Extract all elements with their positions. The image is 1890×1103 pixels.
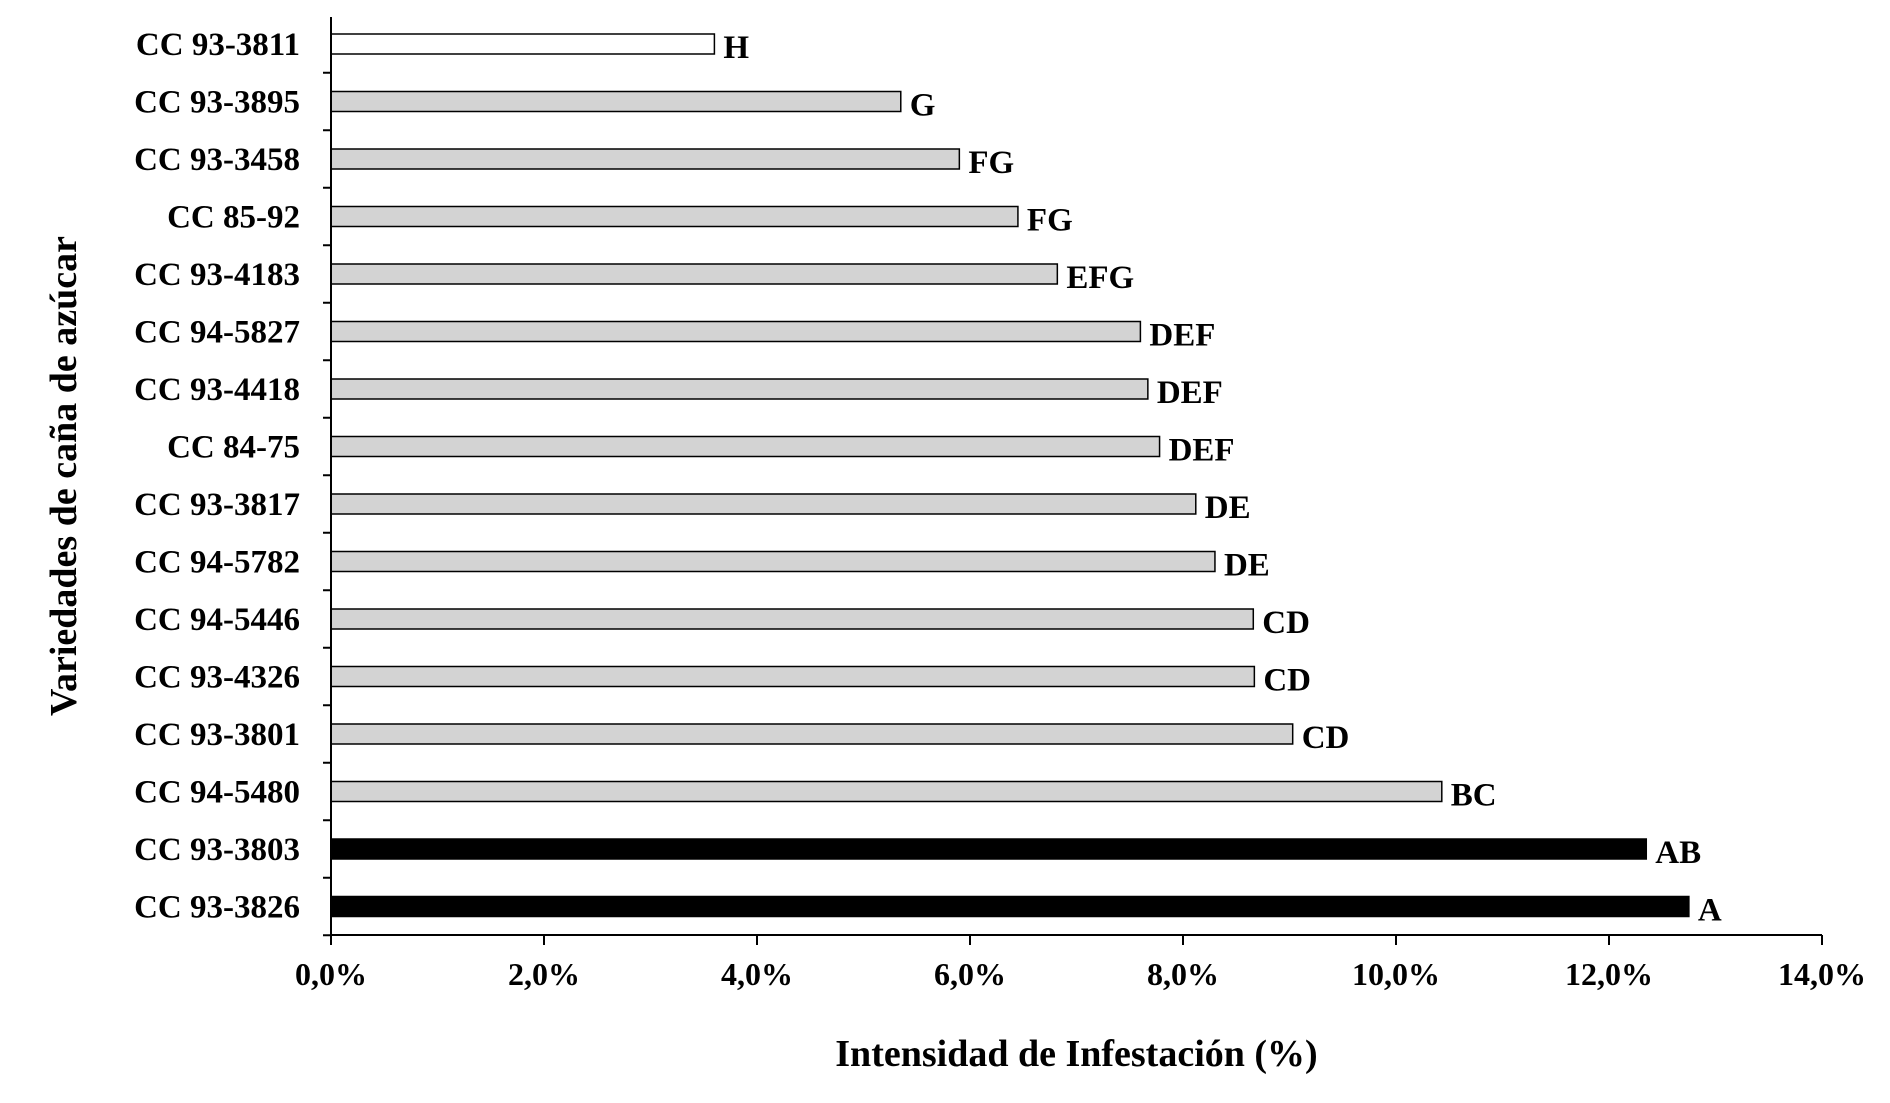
bar xyxy=(330,378,1149,400)
significance-label: A xyxy=(1698,893,1722,929)
bar xyxy=(330,780,1443,803)
x-tick-label: 8,0% xyxy=(1147,956,1219,992)
significance-label: AB xyxy=(1655,835,1701,871)
category-label: CC 94-5782 xyxy=(134,545,300,581)
x-axis-title: Intensidad de Infestación (%) xyxy=(835,1033,1317,1075)
y-axis-title: Variedades de caña de azúcar xyxy=(43,236,85,716)
x-tick-label: 10,0% xyxy=(1352,956,1440,992)
bar xyxy=(330,493,1197,515)
significance-label: DE xyxy=(1224,548,1270,584)
significance-label: DEF xyxy=(1157,375,1223,411)
significance-label: CD xyxy=(1302,720,1350,756)
bar xyxy=(330,33,716,55)
bar xyxy=(330,205,1019,228)
bar xyxy=(330,90,902,113)
category-label: CC 93-4183 xyxy=(134,257,300,293)
category-label: CC 93-4326 xyxy=(134,660,300,696)
significance-label: DEF xyxy=(1149,318,1215,354)
x-tick-label: 14,0% xyxy=(1778,956,1866,992)
significance-label: FG xyxy=(1027,203,1073,239)
plot-area: CC 93-3811 H CC 93-3895 G CC 93-3458 FG CC 85-… xyxy=(134,27,1722,937)
significance-label: EFG xyxy=(1066,260,1134,296)
x-tick-label: 0,0% xyxy=(295,956,367,992)
category-label: CC 93-3817 xyxy=(134,487,300,523)
bar xyxy=(330,665,1256,688)
bar xyxy=(330,263,1059,285)
significance-label: FG xyxy=(968,145,1014,181)
bar xyxy=(330,895,1690,918)
x-tick-label: 4,0% xyxy=(721,956,793,992)
category-label: CC 93-3458 xyxy=(134,142,300,178)
x-axis-ticks: 0,0% 2,0% 4,0% 6,0% 8,0% 10,0% 12,0% 14,0% xyxy=(295,935,1866,992)
significance-label: DE xyxy=(1205,490,1251,526)
category-label: CC 84-75 xyxy=(167,430,300,466)
bar xyxy=(330,838,1648,860)
significance-label: DEF xyxy=(1169,433,1235,469)
bar xyxy=(330,148,961,170)
x-tick-label: 12,0% xyxy=(1565,956,1653,992)
x-tick-label: 6,0% xyxy=(934,956,1006,992)
significance-label: CD xyxy=(1263,663,1311,699)
category-label: CC 85-92 xyxy=(167,200,300,236)
category-label: CC 93-4418 xyxy=(134,372,300,408)
category-label: CC 93-3803 xyxy=(134,832,300,868)
bar xyxy=(330,608,1255,630)
category-label: CC 93-3811 xyxy=(136,27,300,63)
category-label: CC 94-5446 xyxy=(134,602,300,638)
significance-label: BC xyxy=(1451,778,1497,814)
category-label: CC 93-3895 xyxy=(134,85,300,121)
category-label: CC 94-5827 xyxy=(134,315,300,351)
category-label: CC 94-5480 xyxy=(134,775,300,811)
category-label: CC 93-3801 xyxy=(134,717,300,753)
significance-label: CD xyxy=(1262,605,1310,641)
bar xyxy=(330,320,1142,343)
bar xyxy=(330,723,1294,745)
significance-label: G xyxy=(910,88,936,124)
x-tick-label: 2,0% xyxy=(508,956,580,992)
significance-label: H xyxy=(723,30,749,66)
bar xyxy=(330,550,1216,573)
category-label: CC 93-3826 xyxy=(134,890,300,926)
bar xyxy=(330,435,1161,458)
